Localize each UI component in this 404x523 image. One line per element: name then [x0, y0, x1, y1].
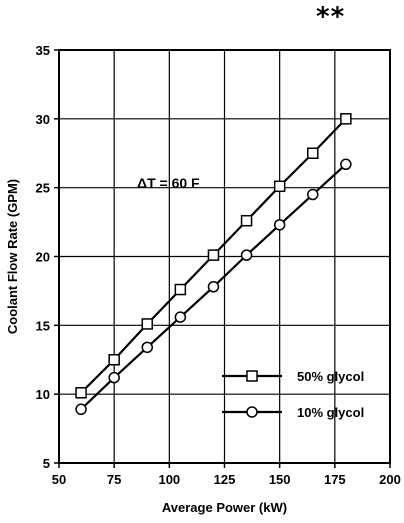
- x-tick-label: 200: [379, 472, 401, 487]
- x-tick-label: 50: [52, 472, 66, 487]
- legend-50-glycol-marker: [246, 370, 258, 382]
- series-10-glycol-point: [307, 188, 319, 201]
- series-50-glycol-point: [108, 354, 120, 366]
- y-tick-label: 25: [36, 181, 50, 196]
- x-tick-label: 100: [158, 472, 180, 487]
- series-50-glycol-point: [141, 318, 154, 330]
- delta-t-annotation: ΔT = 60 F: [137, 175, 200, 191]
- y-tick-label: 35: [36, 43, 50, 58]
- series-10-glycol-point: [273, 219, 286, 231]
- plot-frame: [58, 49, 391, 464]
- series-10-glycol-point: [207, 281, 220, 293]
- series-layer: [75, 113, 352, 416]
- series-10-glycol-point: [141, 341, 154, 354]
- x-tick-label: 125: [214, 472, 236, 487]
- y-tick-label: 10: [36, 387, 50, 402]
- header-asterisks: **: [316, 2, 346, 32]
- series-10-glycol-point: [240, 249, 253, 261]
- series-50-glycol-point: [307, 147, 319, 159]
- x-tick-label: 150: [269, 472, 291, 487]
- series-50-glycol-point: [75, 387, 87, 399]
- series-10-glycol-point: [108, 371, 120, 384]
- y-tick-label: 15: [36, 318, 50, 333]
- x-tick-labels: 50 75 100 125 150 175 200: [52, 472, 401, 487]
- legend-10-glycol-label: 10% glycol: [297, 405, 364, 420]
- series-50-glycol-point: [174, 283, 187, 296]
- y-tick-label: 20: [36, 250, 50, 265]
- series-50-glycol-point: [240, 214, 253, 227]
- y-tick-label: 30: [36, 112, 50, 127]
- series-50-glycol-point: [273, 180, 286, 193]
- x-axis-label: Average Power (kW): [162, 500, 287, 515]
- legend-50-glycol-label: 50% glycol: [297, 369, 364, 384]
- series-50-glycol-point: [340, 113, 352, 125]
- legend: 50% glycol 10% glycol: [222, 369, 364, 420]
- series-50-glycol-point: [207, 249, 220, 261]
- legend-10-glycol-marker: [246, 406, 258, 418]
- series-10-glycol-point: [174, 311, 187, 323]
- grid-lines: [54, 49, 391, 468]
- y-tick-labels: 5 10 15 20 25 30 35: [36, 43, 50, 471]
- series-10-glycol-point: [340, 158, 352, 171]
- x-tick-label: 75: [107, 472, 121, 487]
- x-tick-label: 175: [324, 472, 346, 487]
- y-axis-label: Coolant Flow Rate (GPM): [5, 179, 20, 334]
- y-tick-label: 5: [43, 456, 50, 471]
- series-10-glycol-point: [75, 403, 87, 416]
